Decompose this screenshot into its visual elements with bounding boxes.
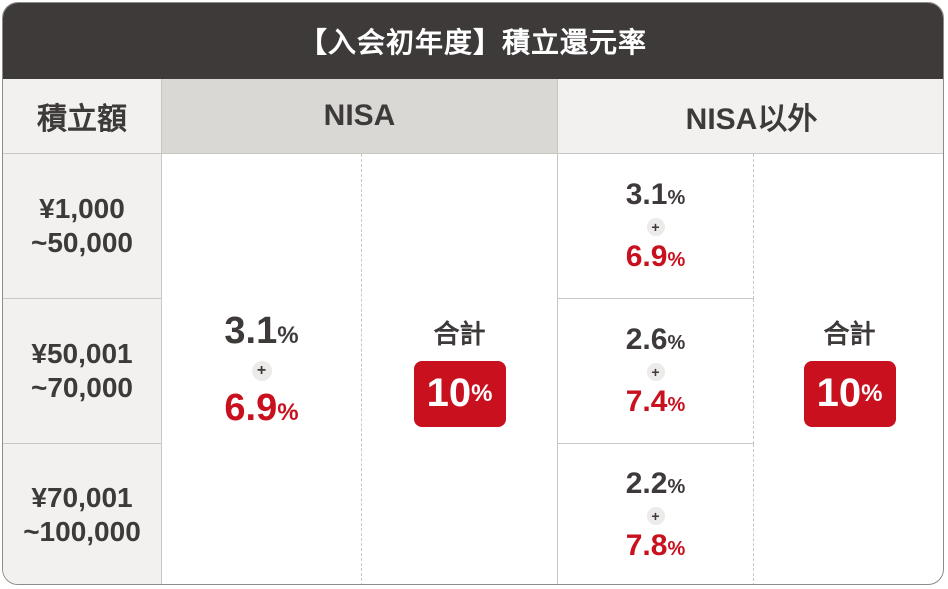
non-nisa-base-rate: 2.2% [625, 467, 686, 500]
amount-to: ~70,000 [31, 372, 133, 403]
nisa-base-rate: 3.1% [224, 310, 299, 352]
non-nisa-bonus-rate: 7.4% [625, 385, 686, 418]
header-nisa-label: NISA [323, 99, 396, 132]
non-nisa-total-cell: 合計 10% [754, 154, 943, 584]
plus-icon: + [646, 507, 665, 525]
non-nisa-rate-row-2: 2.6% + 7.4% [558, 299, 754, 444]
nisa-total-badge: 10% [413, 360, 506, 427]
plus-icon: + [646, 363, 665, 381]
nisa-total-cell: 合計 10% [362, 154, 558, 584]
header-non-nisa: NISA以外 [558, 79, 943, 154]
amount-row-1: ¥1,000 ~50,000 [3, 154, 162, 299]
amount-from: ¥50,001 [31, 338, 133, 369]
non-nisa-base-rate: 2.6% [625, 323, 686, 356]
nisa-total-label: 合計 [433, 318, 486, 349]
amount-to: ~50,000 [31, 227, 133, 258]
non-nisa-bonus-rate: 6.9% [625, 240, 686, 273]
header-non-nisa-label: NISA以外 [685, 103, 818, 136]
amount-from: ¥70,001 [31, 482, 133, 513]
nisa-bonus-rate: 6.9% [224, 387, 299, 429]
amount-from: ¥1,000 [39, 193, 125, 224]
amount-row-3: ¥70,001 ~100,000 [3, 444, 162, 584]
amount-row-2: ¥50,001 ~70,000 [3, 299, 162, 444]
header-nisa: NISA [162, 79, 558, 154]
non-nisa-total-label: 合計 [823, 318, 876, 349]
header-amount-label: 積立額 [37, 103, 127, 136]
non-nisa-total-badge: 10% [803, 360, 896, 427]
amount-to: ~100,000 [23, 516, 141, 547]
plus-icon: + [251, 361, 272, 381]
nisa-rate-cell: 3.1% + 6.9% [162, 154, 362, 584]
non-nisa-rate-row-3: 2.2% + 7.8% [558, 444, 754, 584]
header-amount: 積立額 [3, 79, 162, 154]
non-nisa-bonus-rate: 7.8% [625, 529, 686, 562]
non-nisa-base-rate: 3.1% [625, 178, 686, 211]
plus-icon: + [646, 218, 665, 236]
non-nisa-rate-row-1: 3.1% + 6.9% [558, 154, 754, 299]
table-title: 【入会初年度】積立還元率 [3, 3, 943, 79]
